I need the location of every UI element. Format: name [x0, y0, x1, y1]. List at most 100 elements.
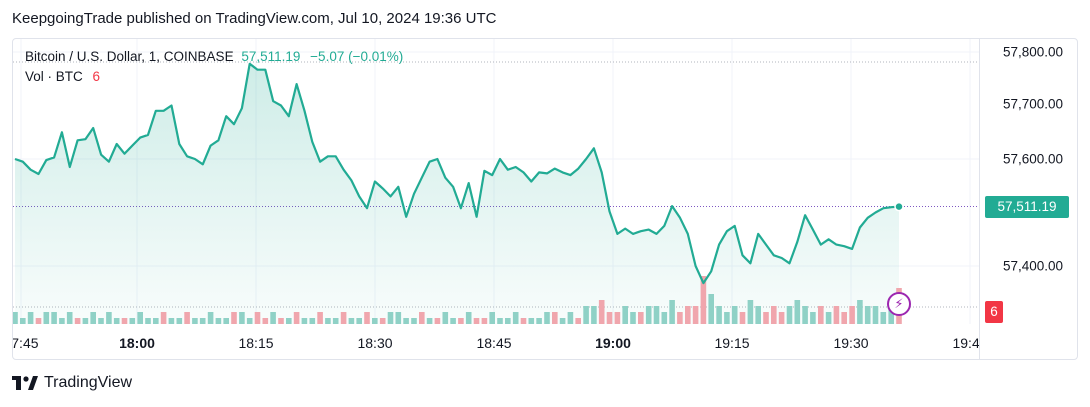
volume-bar [849, 306, 855, 324]
volume-bar [254, 312, 261, 324]
volume-bar [121, 318, 128, 324]
legend-volume-label[interactable]: Vol · BTC [25, 69, 83, 84]
time-axis-label: 18:00 [119, 335, 155, 351]
volume-bar [825, 312, 832, 324]
volume-bar [755, 306, 761, 324]
time-axis-label: 17:45 [13, 335, 39, 351]
volume-bar [231, 312, 237, 324]
volume-bar [434, 318, 441, 324]
legend-change: −5.07 (−0.01%) [310, 49, 404, 64]
volume-bar [66, 312, 73, 324]
time-axis-label: 18:30 [357, 335, 393, 351]
volume-bar [591, 306, 597, 324]
volume-bar [857, 300, 863, 324]
volume-bar [301, 318, 308, 324]
volume-bar [160, 312, 167, 324]
time-axis-label: 19:15 [714, 335, 750, 351]
footer-brand[interactable]: TradingView [12, 374, 132, 392]
volume-bar [184, 312, 190, 324]
volume-bar [458, 318, 464, 324]
price-axis-label: 57,400.00 [1002, 258, 1063, 274]
volume-bar [286, 318, 292, 324]
volume-bar [489, 312, 495, 324]
volume-bar [685, 306, 691, 324]
volume-bar [395, 312, 402, 324]
volume-bar [411, 318, 417, 324]
price-axis-label: 57,600.00 [1002, 151, 1063, 167]
volume-bar [207, 312, 214, 324]
volume-bar [332, 318, 339, 324]
legend-main-row: Bitcoin / U.S. Dollar, 1, COINBASE 57,51… [25, 47, 403, 67]
volume-bar [677, 312, 683, 324]
volume-bar [137, 312, 143, 324]
volume-bar [246, 318, 253, 324]
legend-volume-value: 6 [92, 69, 101, 84]
time-axis-label: 18:45 [476, 335, 512, 351]
volume-bar [309, 318, 316, 324]
volume-bar [450, 318, 456, 324]
volume-bar [575, 318, 581, 324]
volume-bar [239, 312, 245, 324]
publish-header: KeepgoingTrade published on TradingView.… [12, 10, 497, 27]
volume-bar [51, 312, 57, 324]
volume-bar [708, 294, 714, 324]
volume-bar [356, 318, 362, 324]
volume-bar [833, 306, 840, 324]
volume-bar [113, 318, 120, 324]
volume-bar [20, 318, 26, 324]
volume-bar [419, 312, 425, 324]
volume-bar [747, 300, 754, 324]
volume-bar [645, 306, 652, 324]
volume-bar [340, 312, 347, 324]
time-axis-label: 19:00 [595, 335, 631, 351]
volume-bar [630, 312, 636, 324]
volume-bar [348, 318, 355, 324]
volume-bar [176, 318, 183, 324]
legend-symbol[interactable]: Bitcoin / U.S. Dollar, 1, COINBASE [25, 49, 234, 64]
price-axis-label: 57,800.00 [1002, 44, 1063, 60]
volume-bar [653, 306, 660, 324]
volume-bar [622, 306, 628, 324]
volume-bar [215, 318, 222, 324]
plot-area[interactable]: Bitcoin / U.S. Dollar, 1, COINBASE 57,51… [13, 39, 979, 359]
volume-bar [59, 318, 65, 324]
volume-bar [802, 306, 808, 324]
volume-bar [364, 312, 370, 324]
volume-bar [872, 306, 879, 324]
volume-bar [810, 312, 816, 324]
volume-bar [278, 318, 284, 324]
volume-bar [638, 312, 644, 324]
volume-bar [74, 318, 81, 324]
volume-bar [317, 312, 323, 324]
volume-bar [794, 300, 801, 324]
volume-bar [442, 312, 449, 324]
volume-bar [716, 306, 722, 324]
legend-volume-row: Vol · BTC 6 [25, 67, 403, 87]
volume-bar [700, 276, 707, 324]
volume-bar [325, 318, 331, 324]
last-price-tag: 57,511.19 [985, 195, 1069, 218]
volume-bar [731, 306, 738, 324]
volume-bar [426, 318, 433, 324]
volume-bar [771, 306, 777, 324]
volume-bar [270, 312, 276, 324]
volume-bar [583, 306, 589, 324]
price-area-fill [15, 63, 899, 325]
volume-bar [13, 312, 18, 324]
volume-bar [544, 312, 550, 324]
price-axis-label: 57,700.00 [1002, 96, 1063, 112]
volume-bar [199, 318, 206, 324]
volume-bar [739, 312, 746, 324]
volume-bar [192, 318, 198, 324]
lightning-icon[interactable]: ⚡ [887, 292, 911, 316]
volume-bar [82, 318, 89, 324]
price-line [14, 62, 900, 285]
chart-legend: Bitcoin / U.S. Dollar, 1, COINBASE 57,51… [25, 47, 403, 87]
chart-frame[interactable]: Bitcoin / U.S. Dollar, 1, COINBASE 57,51… [12, 38, 1078, 360]
volume-bar [106, 312, 112, 324]
volume-bar [520, 318, 527, 324]
volume-bar [387, 312, 394, 324]
volume-bar [129, 318, 136, 324]
legend-price: 57,511.19 [241, 49, 301, 64]
brand-name: TradingView [44, 374, 133, 391]
